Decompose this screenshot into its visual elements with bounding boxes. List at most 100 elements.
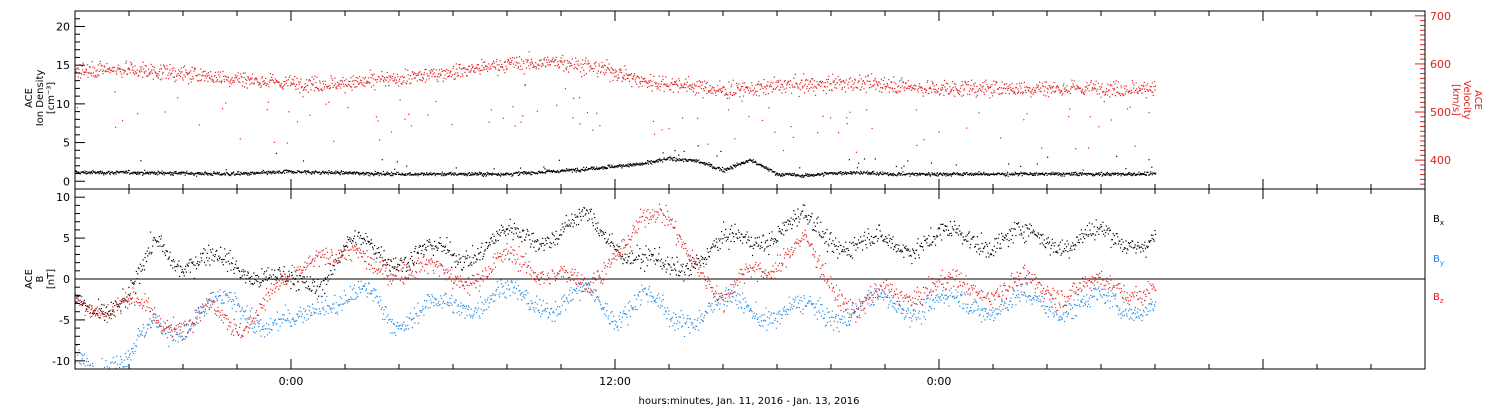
density-velocity-point — [654, 162, 656, 164]
magnetic-field-point — [207, 260, 209, 262]
density-velocity-point — [1076, 87, 1078, 89]
magnetic-field-point — [406, 266, 408, 268]
density-velocity-point — [133, 171, 135, 173]
density-velocity-point — [482, 173, 484, 176]
density-velocity-point — [380, 172, 382, 174]
density-velocity-point — [988, 173, 990, 175]
magnetic-field-point — [654, 248, 656, 250]
density-velocity-point — [500, 66, 502, 68]
density-velocity-point — [784, 174, 786, 176]
magnetic-field-point — [242, 269, 244, 271]
density-velocity-point — [858, 162, 860, 164]
density-velocity-point — [662, 152, 664, 154]
density-velocity-point — [204, 171, 206, 173]
density-velocity-point — [755, 161, 757, 163]
density-velocity-point — [456, 75, 458, 77]
magnetic-field-point — [465, 250, 467, 252]
density-velocity-point — [76, 68, 78, 70]
density-velocity-point — [1024, 172, 1026, 174]
density-velocity-point — [578, 64, 580, 67]
magnetic-field-point — [509, 218, 511, 220]
density-velocity-point — [160, 172, 162, 174]
density-velocity-point — [753, 94, 755, 96]
density-velocity-point — [1076, 174, 1078, 176]
density-velocity-point — [288, 170, 290, 172]
magnetic-field-point — [255, 275, 257, 277]
density-velocity-point — [701, 81, 704, 83]
density-velocity-point — [179, 75, 181, 77]
density-velocity-point — [630, 74, 632, 76]
density-velocity-point — [1033, 87, 1035, 89]
density-velocity-point — [1029, 171, 1031, 174]
density-velocity-point — [134, 171, 136, 173]
density-velocity-point — [1068, 90, 1070, 92]
density-velocity-point — [154, 172, 156, 174]
density-velocity-point — [376, 171, 379, 173]
density-velocity-point — [488, 121, 490, 123]
density-velocity-point — [438, 76, 440, 78]
density-velocity-point — [1001, 173, 1003, 175]
density-velocity-point — [158, 171, 160, 173]
density-velocity-point — [353, 83, 355, 85]
density-velocity-point — [650, 85, 652, 87]
density-velocity-point — [653, 161, 655, 163]
density-velocity-point — [547, 170, 549, 173]
magnetic-field-point — [484, 249, 486, 251]
density-velocity-point — [709, 90, 711, 92]
density-velocity-point — [950, 90, 953, 92]
density-velocity-point — [1018, 173, 1020, 175]
density-velocity-point — [852, 172, 854, 174]
magnetic-field-point — [496, 232, 499, 234]
density-velocity-point — [340, 83, 342, 85]
density-velocity-point — [109, 172, 111, 174]
magnetic-field-point — [151, 251, 153, 254]
density-velocity-point — [145, 70, 147, 72]
magnetic-field-point — [113, 314, 115, 316]
density-velocity-point — [805, 80, 807, 82]
density-velocity-point — [77, 76, 79, 78]
density-velocity-point — [1126, 108, 1129, 110]
density-velocity-point — [272, 80, 274, 82]
density-velocity-point — [1137, 173, 1139, 175]
density-velocity-point — [200, 68, 202, 70]
magnetic-field-point — [600, 230, 602, 232]
magnetic-field-point — [82, 302, 84, 305]
density-velocity-point — [937, 91, 939, 93]
density-velocity-point — [417, 74, 420, 76]
density-velocity-point — [155, 173, 157, 175]
density-velocity-point — [549, 170, 551, 172]
density-velocity-point — [241, 76, 243, 78]
magnetic-field-point — [368, 240, 370, 243]
density-velocity-point — [747, 86, 749, 88]
density-velocity-point — [790, 174, 792, 176]
density-velocity-point — [699, 162, 701, 164]
magnetic-field-point — [483, 253, 485, 255]
density-velocity-point — [1150, 89, 1152, 91]
density-velocity-point — [912, 172, 914, 174]
density-velocity-point — [719, 169, 721, 171]
density-velocity-point — [1043, 90, 1045, 92]
magnetic-field-point — [337, 257, 339, 259]
density-velocity-point — [181, 71, 183, 73]
density-velocity-point — [708, 162, 710, 164]
density-velocity-point — [1130, 89, 1132, 92]
density-velocity-point — [1012, 174, 1014, 176]
density-velocity-point — [744, 82, 746, 84]
magnetic-field-point — [325, 278, 327, 280]
density-velocity-point — [650, 74, 652, 76]
density-velocity-point — [1005, 92, 1007, 94]
density-velocity-point — [854, 172, 856, 174]
density-velocity-point — [565, 67, 567, 69]
density-velocity-point — [1045, 172, 1048, 174]
magnetic-field-point — [448, 250, 450, 252]
density-velocity-point — [361, 82, 363, 84]
density-velocity-point — [1117, 81, 1119, 83]
density-velocity-point — [166, 65, 168, 67]
density-velocity-point — [512, 174, 514, 176]
density-velocity-point — [534, 65, 536, 68]
density-velocity-point — [1148, 90, 1150, 92]
density-velocity-point — [1131, 173, 1133, 175]
density-velocity-point — [373, 175, 375, 177]
density-velocity-point — [1085, 86, 1088, 88]
density-velocity-point — [599, 125, 601, 127]
